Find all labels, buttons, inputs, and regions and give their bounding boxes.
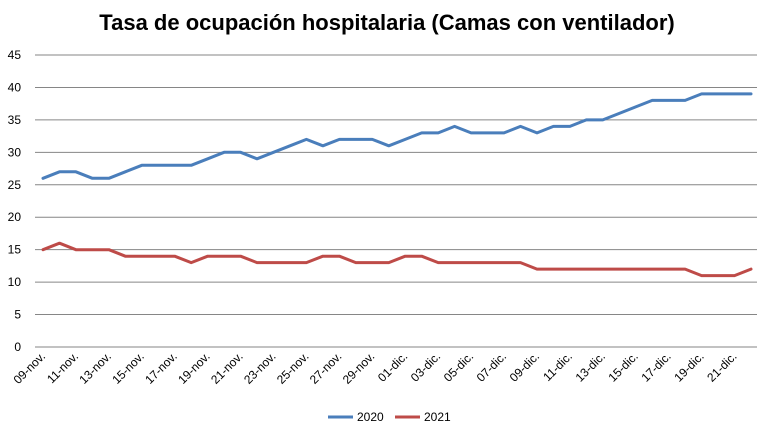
x-tick-label: 01-dic. bbox=[375, 349, 410, 384]
x-tick-label: 27-nov. bbox=[307, 349, 345, 387]
x-tick-label: 17-dic. bbox=[638, 349, 673, 384]
y-tick-label: 35 bbox=[8, 113, 22, 127]
y-tick-label: 0 bbox=[14, 340, 21, 354]
x-tick-label: 07-dic. bbox=[474, 349, 509, 384]
x-tick-label: 15-nov. bbox=[109, 349, 147, 387]
x-tick-label: 13-dic. bbox=[573, 349, 608, 384]
y-tick-label: 15 bbox=[8, 243, 22, 257]
x-tick-label: 09-nov. bbox=[11, 349, 49, 387]
x-tick-label: 05-dic. bbox=[441, 349, 476, 384]
series-line-2020 bbox=[41, 92, 753, 180]
x-tick-label: 11-nov. bbox=[44, 349, 81, 386]
y-tick-label: 30 bbox=[8, 145, 22, 159]
y-tick-label: 45 bbox=[8, 48, 22, 62]
x-tick-label: 11-dic. bbox=[540, 349, 575, 384]
x-tick-label: 25-nov. bbox=[274, 349, 312, 387]
y-tick-label: 40 bbox=[8, 80, 22, 94]
y-tick-label: 20 bbox=[8, 210, 22, 224]
series-line-2021 bbox=[41, 241, 753, 278]
x-tick-label: 29-nov. bbox=[340, 349, 378, 387]
x-tick-label: 21-dic. bbox=[704, 349, 739, 384]
x-tick-label: 21-nov. bbox=[208, 349, 246, 387]
x-tick-label: 13-nov. bbox=[76, 349, 114, 387]
y-tick-label: 5 bbox=[14, 308, 21, 322]
legend-label-2020: 2020 bbox=[357, 410, 384, 424]
legend-label-2021: 2021 bbox=[424, 410, 451, 424]
x-tick-label: 23-nov. bbox=[241, 349, 279, 387]
x-tick-label: 19-nov. bbox=[175, 349, 213, 387]
chart-title: Tasa de ocupación hospitalaria (Camas co… bbox=[99, 10, 675, 35]
x-tick-label: 09-dic. bbox=[507, 349, 542, 384]
x-tick-label: 03-dic. bbox=[408, 349, 443, 384]
x-tick-label: 15-dic. bbox=[605, 349, 640, 384]
y-tick-label: 10 bbox=[8, 275, 22, 289]
x-tick-label: 17-nov. bbox=[142, 349, 180, 387]
x-tick-label: 19-dic. bbox=[671, 349, 706, 384]
y-tick-label: 25 bbox=[8, 178, 22, 192]
